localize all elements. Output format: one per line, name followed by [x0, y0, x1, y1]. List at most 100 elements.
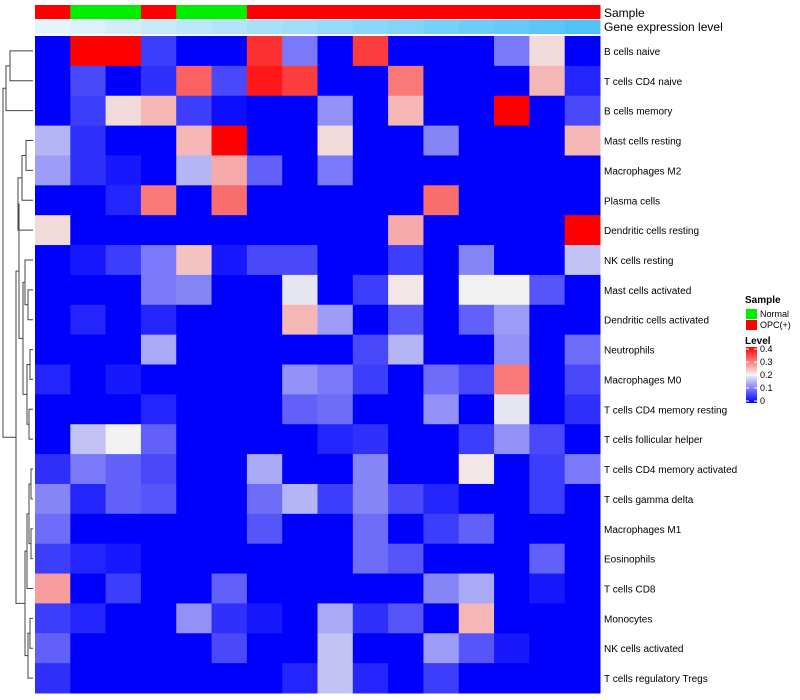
heatmap-cell — [458, 36, 495, 67]
heatmap-cell — [35, 573, 71, 604]
legend-tick-label: 0.2 — [760, 370, 773, 380]
heatmap-cell — [246, 36, 283, 67]
heatmap-cell — [529, 513, 566, 545]
heatmap-cell — [529, 245, 566, 276]
heatmap-cell — [35, 483, 71, 515]
heatmap-cell — [246, 364, 283, 395]
heatmap-cell — [211, 65, 248, 97]
heatmap-cell — [211, 633, 248, 664]
heatmap-cell — [176, 394, 213, 425]
heatmap-cell — [317, 65, 354, 97]
heatmap-cell — [140, 95, 177, 127]
heatmap-cell — [70, 513, 107, 545]
heatmap-cell — [246, 185, 283, 216]
expression-annotation-cell — [176, 20, 213, 34]
sample-annotation-cell — [35, 5, 71, 19]
heatmap-cell — [282, 633, 318, 664]
heatmap-cell — [564, 454, 601, 485]
heatmap-cell — [564, 543, 601, 575]
heatmap-cell — [529, 633, 566, 664]
heatmap-cell — [317, 364, 354, 395]
heatmap-cell — [176, 334, 213, 365]
heatmap-cell — [529, 215, 566, 246]
heatmap-cell — [70, 36, 107, 67]
heatmap-cell — [352, 334, 389, 365]
heatmap-cell — [317, 454, 354, 485]
heatmap-cell — [388, 364, 424, 395]
heatmap-cell — [494, 364, 530, 395]
heatmap-cell — [388, 95, 424, 127]
row-label: Monocytes — [604, 614, 652, 625]
heatmap-cell — [529, 65, 566, 97]
heatmap-cell — [423, 663, 460, 694]
heatmap-cell — [211, 215, 248, 246]
heatmap-cell — [458, 633, 495, 664]
heatmap-cell — [105, 454, 142, 485]
heatmap-cell — [494, 185, 530, 216]
heatmap-cell — [494, 394, 530, 425]
heatmap-cell — [211, 543, 248, 575]
heatmap-cell — [211, 334, 248, 365]
heatmap-cell — [246, 573, 283, 604]
heatmap-cell — [529, 155, 566, 186]
row-label: T cells CD4 naive — [604, 77, 683, 88]
heatmap-cell — [176, 603, 213, 634]
heatmap-cell — [423, 95, 460, 127]
sample-annotation-cell — [140, 5, 177, 19]
heatmap-cell — [352, 95, 389, 127]
heatmap-cell — [35, 304, 71, 336]
heatmap-cell — [246, 155, 283, 186]
heatmap-cell — [140, 543, 177, 575]
row-label: Neutrophils — [604, 346, 655, 357]
heatmap-cell — [282, 65, 318, 97]
heatmap-cell — [494, 573, 530, 604]
row-label: Plasma cells — [604, 196, 660, 207]
heatmap-cell — [564, 125, 601, 156]
heatmap-cell — [317, 394, 354, 425]
heatmap-cell — [35, 215, 71, 246]
dendrogram-branch — [28, 408, 33, 440]
heatmap-cell — [246, 245, 283, 276]
heatmap-cell — [494, 125, 530, 156]
heatmap-cell — [35, 65, 71, 97]
heatmap-cell — [105, 364, 142, 395]
dendrogram-branch — [27, 289, 33, 321]
heatmap-cell — [352, 424, 389, 455]
dendrogram-branch — [30, 468, 33, 500]
heatmap-cell — [317, 424, 354, 455]
heatmap-cell — [423, 304, 460, 336]
heatmap-cell — [211, 95, 248, 127]
heatmap-cell — [494, 155, 530, 186]
heatmap-cell — [176, 215, 213, 246]
row-label: NK cells resting — [604, 256, 673, 267]
heatmap-cell — [458, 424, 495, 455]
heatmap-cell — [317, 304, 354, 336]
row-label: Mast cells activated — [604, 286, 691, 297]
annotation-title-expression: Gene expression level — [604, 20, 723, 34]
row-label: B cells memory — [604, 107, 672, 118]
heatmap-cell — [105, 334, 142, 365]
heatmap-cell — [529, 394, 566, 425]
heatmap-cell — [211, 155, 248, 186]
heatmap-cell — [388, 394, 424, 425]
heatmap-cell — [282, 274, 318, 306]
heatmap-cell — [494, 633, 530, 664]
heatmap-cell — [423, 274, 460, 306]
heatmap-cell — [176, 543, 213, 575]
heatmap-cell — [352, 573, 389, 604]
row-label: T cells CD4 memory activated — [604, 465, 737, 476]
heatmap-cell — [494, 454, 530, 485]
heatmap-cell — [352, 513, 389, 545]
heatmap-cell — [246, 95, 283, 127]
heatmap-cell — [564, 304, 601, 336]
heatmap-cell — [529, 454, 566, 485]
sample-annotation-cell — [70, 5, 107, 19]
heatmap-cell — [282, 483, 318, 515]
heatmap-cell — [352, 215, 389, 246]
heatmap-cell — [70, 424, 107, 455]
heatmap-cell — [317, 185, 354, 216]
heatmap-cell — [176, 454, 213, 485]
heatmap-cell — [70, 663, 107, 694]
heatmap-cell — [282, 364, 318, 395]
heatmap-cell — [494, 65, 530, 97]
